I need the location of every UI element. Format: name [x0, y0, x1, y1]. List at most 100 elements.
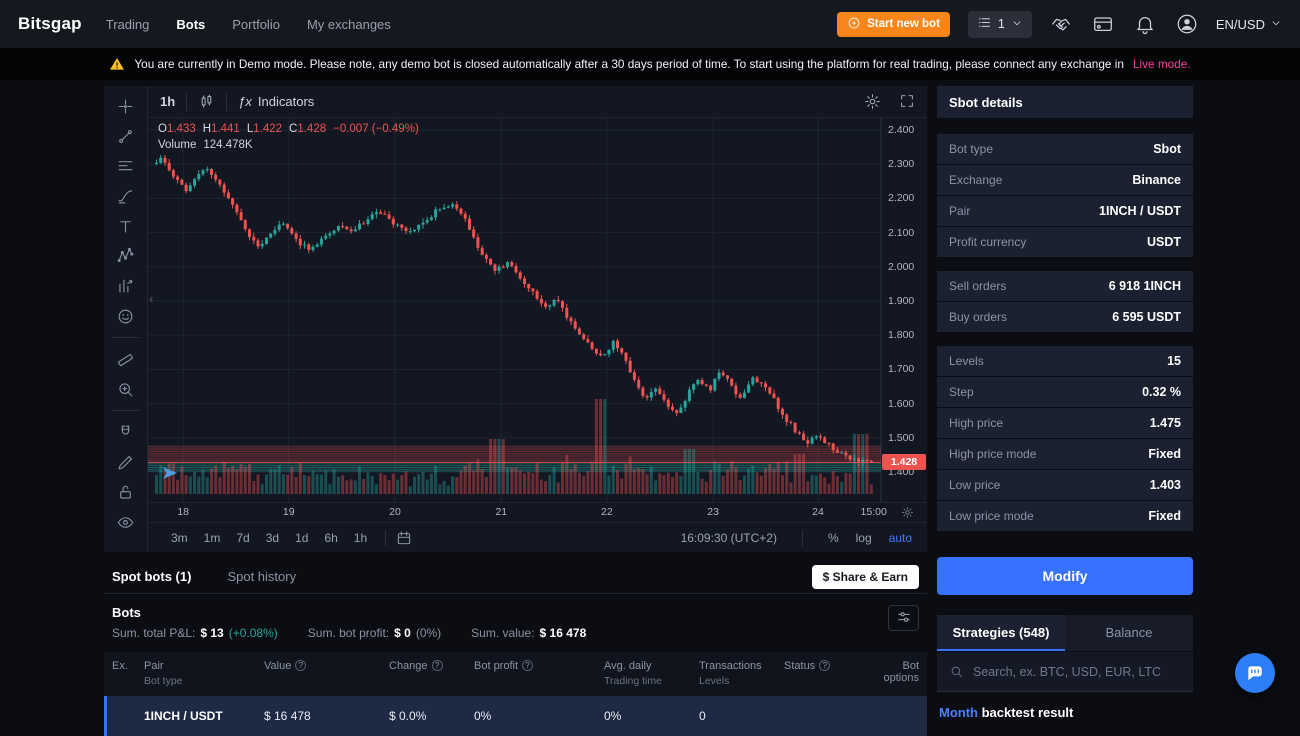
- current-price-badge: 1.428: [882, 454, 926, 471]
- magnet: [121, 425, 130, 435]
- time-axis-gear-icon[interactable]: [901, 506, 914, 519]
- details-value: Binance: [1132, 173, 1181, 187]
- pencil-tool-icon[interactable]: [109, 447, 143, 477]
- modify-button[interactable]: Modify: [937, 557, 1193, 595]
- emoji-tool-icon[interactable]: [109, 301, 143, 331]
- details-row-low-price: Low price 1.403: [937, 470, 1193, 500]
- column-header-opts[interactable]: Bot options: [868, 660, 919, 684]
- candle-style-button[interactable]: [198, 93, 215, 110]
- price-axis-label: 1.800: [888, 329, 915, 342]
- locale-selector[interactable]: EN/USD: [1216, 17, 1282, 32]
- chart-settings-gear-icon[interactable]: [864, 93, 881, 110]
- details-label: Buy orders: [949, 310, 1008, 324]
- tab-balance[interactable]: Balance: [1105, 624, 1153, 640]
- crosshair-tool-icon[interactable]: [109, 91, 143, 121]
- magnet-tool-icon[interactable]: [109, 417, 143, 447]
- fullscreen-icon[interactable]: [899, 93, 915, 110]
- trend-line-tool-icon[interactable]: [109, 121, 143, 151]
- column-header-avg[interactable]: Avg. daily Trading time: [604, 660, 699, 687]
- text-tool-tool-icon[interactable]: [109, 211, 143, 241]
- tab-spot-history[interactable]: Spot history: [227, 569, 297, 584]
- column-label: Bot profit?: [474, 660, 604, 672]
- share-and-earn-button[interactable]: $ Share & Earn: [811, 564, 919, 589]
- range-button-1h[interactable]: 1h: [353, 530, 368, 545]
- column-header-change[interactable]: Change?: [389, 660, 474, 672]
- trend-line: [119, 129, 132, 143]
- eye-tool-icon[interactable]: [109, 507, 143, 537]
- zoom-in: [119, 382, 133, 396]
- help-icon[interactable]: ?: [295, 660, 307, 671]
- search-icon: [951, 666, 962, 677]
- fullscreen-icon: [901, 95, 913, 107]
- details-label: Step: [949, 385, 974, 399]
- list-icon: [977, 15, 992, 33]
- range-button-1d[interactable]: 1d: [295, 530, 309, 545]
- percent-scale-button[interactable]: %: [827, 530, 839, 545]
- column-header-status[interactable]: Status?: [784, 660, 868, 672]
- help-icon[interactable]: ?: [522, 660, 534, 671]
- details-value: 1.403: [1149, 478, 1181, 492]
- details-row-sell-orders: Sell orders 6 918 1INCH: [937, 271, 1193, 301]
- bell-button[interactable]: [1134, 13, 1156, 35]
- interval-button[interactable]: 1h: [160, 94, 176, 109]
- avatar-button[interactable]: [1176, 13, 1198, 35]
- column-header-ex[interactable]: Ex.: [112, 660, 144, 672]
- price-axis-label: 1.700: [888, 363, 915, 376]
- nav-item-portfolio[interactable]: Portfolio: [232, 16, 280, 32]
- forecast-bars-tool-icon[interactable]: [109, 271, 143, 301]
- help-icon[interactable]: ?: [431, 660, 443, 671]
- handshake-button[interactable]: [1050, 13, 1072, 35]
- tab-spot-bots-1-[interactable]: Spot bots (1): [112, 569, 192, 584]
- range-button-6h[interactable]: 6h: [324, 530, 338, 545]
- column-label: Pair: [144, 660, 164, 672]
- zoom-in-tool-icon[interactable]: [109, 374, 143, 404]
- column-label: Change?: [389, 660, 474, 672]
- brush: [118, 189, 133, 203]
- indicators-button[interactable]: ƒx Indicators: [238, 94, 315, 109]
- time-axis-label: 18: [177, 506, 190, 518]
- app-logo[interactable]: Bitsgap: [18, 14, 82, 33]
- summary-value: $ 0: [394, 626, 411, 640]
- chart-canvas[interactable]: O1.433 H1.441 L1.422 C1.428 −0.007 (−0.4…: [148, 118, 927, 502]
- summary-item: Sum. total P&L: $ 13 (+0.08%): [112, 626, 278, 640]
- column-header-value[interactable]: Value?: [264, 660, 389, 672]
- toolbar-collapse-button[interactable]: ‹: [149, 290, 154, 306]
- lock-open-tool-icon[interactable]: [109, 477, 143, 507]
- auto-scale-button[interactable]: auto: [888, 530, 912, 545]
- card-button[interactable]: [1092, 13, 1114, 35]
- column-header-trans[interactable]: Transactions Levels: [699, 660, 784, 687]
- time-axis[interactable]: 18 19 20 21 22 23 24 15:00: [148, 502, 927, 522]
- start-new-bot-button[interactable]: Start new bot: [837, 11, 950, 37]
- bot-table-row[interactable]: 1INCH / USDT $ 16 478 $ 0.0% 0% 0% 0: [104, 696, 927, 736]
- chat-widget-button[interactable]: [1235, 653, 1275, 693]
- nav-item-trading[interactable]: Trading: [105, 16, 150, 32]
- help-icon[interactable]: ?: [819, 660, 831, 671]
- ruler-tool-icon[interactable]: [109, 344, 143, 374]
- bot-start-marker-icon[interactable]: [162, 466, 178, 483]
- nav-item-bots[interactable]: Bots: [176, 16, 206, 32]
- range-button-3d[interactable]: 3d: [265, 530, 280, 545]
- log-scale-button[interactable]: log: [855, 530, 872, 545]
- table-filter-button[interactable]: [888, 605, 919, 631]
- active-bots-widget[interactable]: 1: [967, 10, 1032, 38]
- range-button-7d[interactable]: 7d: [236, 530, 250, 545]
- chevron-down-icon: [1272, 20, 1280, 25]
- live-mode-link[interactable]: Live mode.: [1132, 57, 1191, 71]
- nav-item-my-exchanges[interactable]: My exchanges: [306, 16, 391, 32]
- price-axis-label: 1.900: [888, 295, 915, 307]
- details-label: Low price: [949, 478, 1001, 492]
- handshake-icon: [1051, 18, 1070, 31]
- candlestick-chart[interactable]: [148, 118, 927, 502]
- clock[interactable]: 16:09:30 (UTC+2): [680, 530, 777, 545]
- price-axis[interactable]: 2.400 2.300 2.200 2.100 2.000 1.900 1.800 1.700…: [881, 118, 927, 502]
- column-header-profit[interactable]: Bot profit?: [474, 660, 604, 672]
- column-header-pair[interactable]: Pair Bot type: [144, 660, 264, 687]
- goto-date-icon[interactable]: [396, 530, 412, 546]
- xabcd-pattern-tool-icon[interactable]: [109, 241, 143, 271]
- fib-lines-tool-icon[interactable]: [109, 151, 143, 181]
- tab-strategies-548-[interactable]: Strategies (548): [937, 615, 1065, 651]
- range-button-3m[interactable]: 3m: [171, 530, 188, 545]
- range-button-1m[interactable]: 1m: [203, 530, 221, 545]
- search-input[interactable]: [973, 664, 1181, 679]
- brush-tool-icon[interactable]: [109, 181, 143, 211]
